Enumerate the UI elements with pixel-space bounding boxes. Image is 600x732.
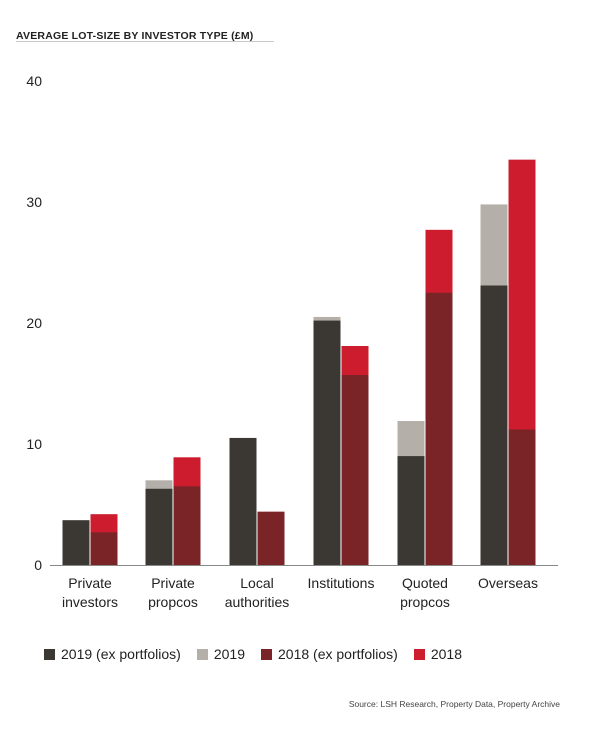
- bar-2019-ex-portfolios: [145, 488, 173, 565]
- y-tick-label: 30: [26, 194, 42, 210]
- bar-2018-ex-portfolios: [425, 292, 453, 565]
- bar-2019-ex-portfolios: [313, 320, 341, 565]
- chart-title: AVERAGE LOT-SIZE BY INVESTOR TYPE (£M): [16, 30, 254, 42]
- bar-2019-ex-portfolios: [480, 285, 508, 565]
- source-note: Source: LSH Research, Property Data, Pro…: [348, 699, 560, 709]
- bar-2018-ex-portfolios: [257, 511, 285, 565]
- bar-2018-ex-portfolios: [508, 429, 536, 565]
- title-rule: [16, 41, 274, 42]
- bar-2019-ex-portfolios: [62, 520, 90, 565]
- bar-2019-ex-portfolios: [397, 456, 425, 565]
- bar-2019-ex-portfolios: [229, 437, 257, 565]
- x-tick-label: investors: [62, 594, 118, 610]
- axes-layer: Private investors Private propcos Local autho…: [26, 73, 558, 610]
- x-tick-label: Institutions: [308, 575, 375, 591]
- x-tick-label: authorities: [225, 594, 290, 610]
- y-tick-label: 0: [34, 557, 42, 573]
- x-tick-label: Overseas: [478, 575, 538, 591]
- bar-2018-ex-portfolios: [341, 375, 369, 565]
- legend-swatch: [196, 648, 208, 660]
- x-tick-label: propcos: [400, 594, 450, 610]
- bars-layer: [62, 159, 536, 566]
- legend-label: 2018: [430, 646, 462, 662]
- legend: 2019 (ex portfolios) 2019 2018 (ex portf…: [44, 646, 478, 662]
- legend-label: 2019: [213, 646, 245, 662]
- bar-chart: Private investors Private propcos Local autho…: [26, 73, 558, 610]
- legend-swatch: [261, 648, 272, 660]
- y-tick-label: 10: [26, 436, 42, 452]
- legend-item-2019-ex-portfolios: 2019 (ex portfolios): [44, 646, 181, 662]
- bar-2018-ex-portfolios: [90, 532, 118, 565]
- x-tick-label: Local: [240, 575, 273, 591]
- x-tick-label: Quoted: [402, 575, 448, 591]
- legend-item-2018-ex-portfolios: 2018 (ex portfolios): [261, 646, 398, 662]
- legend-swatch: [44, 648, 55, 660]
- legend-label: 2018 (ex portfolios): [278, 646, 398, 662]
- x-tick-label: propcos: [148, 594, 198, 610]
- y-tick-label: 20: [26, 315, 42, 331]
- x-tick-label: Private: [68, 575, 112, 591]
- x-tick-label: Private: [151, 575, 195, 591]
- legend-swatch: [413, 648, 425, 660]
- y-tick-label: 40: [26, 73, 42, 89]
- legend-item-2018: 2018: [413, 646, 462, 662]
- legend-label: 2019 (ex portfolios): [61, 646, 181, 662]
- bar-2018-ex-portfolios: [173, 486, 201, 565]
- legend-item-2019: 2019: [196, 646, 245, 662]
